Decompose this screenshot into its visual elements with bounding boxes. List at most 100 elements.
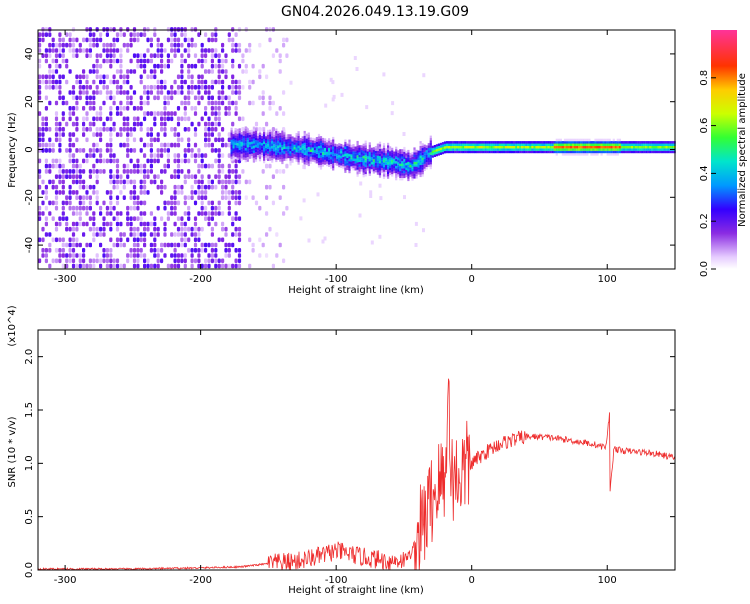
spectrogram-cell [366, 151, 369, 154]
spectrogram-cell [631, 145, 634, 149]
spectrogram-cell [163, 85, 167, 90]
spectrogram-cell [99, 148, 103, 153]
spectrogram-cell [506, 148, 510, 151]
spectrogram-cell [559, 150, 562, 154]
spectrogram-cell [115, 211, 120, 216]
spectrogram-cell [576, 153, 579, 156]
spectrogram-cell [565, 148, 569, 151]
spectrogram-cell [105, 221, 109, 227]
spectrogram-cell [78, 258, 82, 264]
spectrogram-cell [210, 253, 214, 258]
spectrogram-cell [153, 232, 157, 237]
spectrogram-cell [372, 147, 375, 150]
spectrogram-cell [156, 53, 160, 58]
spectrogram-cell [269, 146, 272, 149]
spectrogram-cell [132, 253, 137, 258]
spectrogram-cell [227, 205, 231, 211]
spectrogram-cell [251, 242, 255, 248]
spectrogram-cell [366, 168, 369, 171]
spectrogram-cell [498, 143, 501, 146]
spectrogram-cell [352, 148, 355, 152]
spectrogram-cell [146, 221, 150, 227]
spectrogram-cell [364, 157, 367, 160]
spectrogram-cell [395, 149, 398, 152]
spectrogram-cell [311, 147, 314, 150]
spectrogram-cell [309, 137, 312, 140]
spectrogram-cell [506, 145, 510, 149]
spectrogram-cell [535, 141, 538, 144]
spectrogram-cell [234, 211, 238, 216]
spectrogram-cell [88, 184, 92, 190]
spectrogram-cell [95, 169, 99, 174]
spectrogram-cell [173, 248, 177, 253]
spectrogram-cell [163, 232, 167, 237]
spectrogram-cell [254, 137, 258, 141]
spectrogram-cell [291, 150, 294, 154]
spectrogram-cell [105, 190, 109, 195]
spectrogram-cell [234, 111, 238, 116]
spectrogram-cell [85, 79, 89, 85]
spectrogram-cell [115, 163, 120, 169]
spectrogram-cell [176, 253, 181, 258]
spectrogram-cell [240, 139, 243, 142]
spectrogram-cell [230, 132, 233, 135]
spectrogram-cell [85, 153, 89, 158]
spectrogram-cell [606, 150, 609, 154]
spectrogram-cell [610, 141, 613, 144]
spectrogram-cell [346, 157, 349, 161]
spectrogram-cell [207, 179, 211, 185]
spectrogram-cell [88, 127, 92, 132]
spectrogram-cell [207, 121, 211, 127]
spectrogram-cell [143, 58, 147, 64]
spectrogram-cell [112, 127, 116, 132]
spectrogram-cell [389, 172, 392, 176]
spectrogram-cell [207, 174, 211, 179]
spectrogram-cell [75, 205, 79, 211]
spectrogram-cell [78, 163, 82, 169]
spectrogram-cell [275, 48, 279, 53]
spectrogram-cell [360, 157, 363, 160]
spectrogram-cell [119, 242, 123, 248]
spectrogram-cell [250, 134, 253, 137]
spectrogram-cell [360, 162, 363, 165]
spectrogram-cell [68, 195, 72, 200]
spectrogram-cell [425, 157, 428, 160]
spectrogram-cell [452, 150, 455, 154]
spectrogram-cell [180, 27, 184, 32]
spectrogram-cell [533, 141, 536, 144]
spectrogram-cell [462, 148, 465, 151]
spectrogram-cell [297, 138, 300, 141]
spectrogram-cell [421, 174, 424, 177]
spectrogram-cell [210, 106, 214, 111]
spectrogram-cell [204, 190, 208, 195]
spectrogram-cell [65, 200, 69, 206]
spectrogram-cell [511, 143, 514, 146]
spectrogram-cell [413, 157, 416, 160]
spectrogram-cell [82, 258, 86, 264]
spectrogram-cell [348, 158, 351, 162]
spectrogram-cell [153, 153, 157, 158]
spectrogram-cell [71, 263, 76, 269]
spectrogram-cell [519, 148, 522, 151]
spectrogram-cell [88, 205, 92, 211]
spectrogram-cell [478, 143, 481, 146]
spectrogram-cell [328, 143, 331, 146]
spectrogram-cell [578, 153, 581, 156]
spectrogram-cell [397, 164, 400, 168]
spectrogram-cell [173, 111, 177, 116]
spectrogram-cell [217, 153, 221, 158]
spectrogram-cell [78, 79, 82, 85]
spectrogram-cell [281, 152, 284, 155]
spectrogram-cell [374, 162, 377, 166]
spectrogram-cell [309, 161, 312, 164]
spectrogram-cell [242, 133, 245, 136]
spectrogram-cell [366, 156, 369, 159]
spectrogram-cell [75, 74, 79, 80]
spectrogram-cell [454, 148, 457, 151]
spectrogram-cell [149, 74, 153, 80]
spectrogram-cell [153, 137, 157, 143]
spectrogram-cell [472, 148, 475, 151]
spectrogram-cell [368, 168, 371, 172]
spectrogram-cell [227, 111, 231, 116]
